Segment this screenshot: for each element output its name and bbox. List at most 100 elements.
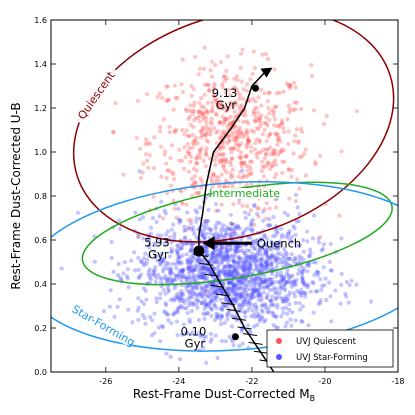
point-uvj-star-forming	[241, 264, 246, 269]
point-uvj-star-forming	[189, 248, 194, 253]
point-uvj-star-forming	[59, 266, 64, 271]
point-uvj-quiescent	[192, 109, 197, 114]
point-uvj-quiescent	[229, 133, 234, 138]
point-uvj-star-forming	[245, 299, 251, 305]
point-uvj-star-forming	[194, 210, 200, 215]
point-uvj-star-forming	[235, 243, 240, 248]
point-uvj-quiescent	[243, 174, 249, 179]
point-uvj-star-forming	[296, 218, 302, 224]
point-uvj-star-forming	[180, 274, 185, 279]
point-uvj-star-forming	[218, 288, 223, 293]
point-uvj-star-forming	[226, 281, 231, 286]
point-uvj-star-forming	[168, 270, 173, 275]
point-uvj-star-forming	[273, 245, 279, 251]
point-uvj-star-forming	[228, 269, 233, 274]
point-uvj-star-forming	[188, 260, 193, 265]
x-tick-label: -24	[172, 377, 185, 386]
point-uvj-quiescent	[239, 79, 244, 84]
point-uvj-star-forming	[286, 235, 291, 240]
point-uvj-quiescent	[226, 106, 231, 111]
point-uvj-quiescent	[288, 86, 293, 91]
point-uvj-star-forming	[256, 312, 261, 317]
point-uvj-quiescent	[296, 139, 301, 144]
point-uvj-star-forming	[248, 263, 254, 268]
point-uvj-star-forming	[180, 291, 185, 296]
point-uvj-quiescent	[201, 127, 206, 132]
point-uvj-star-forming	[190, 284, 195, 289]
point-uvj-star-forming	[252, 289, 257, 294]
point-uvj-quiescent	[220, 157, 225, 162]
point-uvj-quiescent	[194, 181, 199, 186]
point-uvj-star-forming	[271, 245, 277, 250]
point-uvj-star-forming	[286, 297, 291, 302]
point-uvj-star-forming	[190, 225, 195, 230]
point-uvj-star-forming	[154, 299, 159, 305]
point-uvj-quiescent	[248, 144, 254, 149]
point-uvj-star-forming	[264, 245, 270, 250]
point-uvj-quiescent	[237, 200, 242, 206]
point-uvj-quiescent	[286, 129, 291, 134]
point-uvj-quiescent	[256, 95, 261, 100]
point-uvj-star-forming	[175, 306, 180, 311]
point-uvj-star-forming	[210, 255, 215, 260]
point-uvj-star-forming	[263, 249, 269, 254]
point-uvj-star-forming	[219, 249, 224, 255]
point-uvj-star-forming	[287, 280, 292, 285]
point-uvj-star-forming	[203, 291, 208, 296]
point-uvj-star-forming	[152, 268, 157, 273]
point-uvj-quiescent	[186, 265, 191, 270]
point-uvj-quiescent	[134, 135, 139, 140]
point-uvj-star-forming	[191, 272, 196, 277]
point-uvj-star-forming	[292, 226, 297, 231]
point-uvj-star-forming	[224, 246, 229, 251]
point-uvj-star-forming	[213, 289, 218, 294]
point-uvj-star-forming	[206, 302, 211, 307]
point-uvj-star-forming	[271, 313, 276, 318]
point-uvj-star-forming	[205, 268, 210, 273]
point-uvj-star-forming	[223, 339, 228, 344]
point-uvj-quiescent	[272, 175, 277, 180]
point-uvj-star-forming	[181, 241, 186, 246]
point-uvj-star-forming	[227, 272, 232, 277]
point-uvj-star-forming	[284, 271, 290, 276]
point-uvj-quiescent	[197, 190, 202, 195]
point-uvj-star-forming	[199, 272, 204, 277]
point-uvj-star-forming	[249, 222, 254, 227]
point-uvj-star-forming	[270, 281, 275, 286]
point-uvj-star-forming	[144, 297, 149, 302]
point-uvj-star-forming	[257, 276, 262, 281]
point-uvj-quiescent	[237, 143, 242, 148]
point-uvj-star-forming	[235, 223, 240, 228]
point-uvj-star-forming	[254, 305, 259, 310]
point-uvj-star-forming	[201, 338, 206, 344]
point-uvj-star-forming	[285, 311, 290, 316]
point-uvj-quiescent	[275, 123, 280, 129]
point-uvj-star-forming	[229, 271, 234, 277]
point-uvj-star-forming	[235, 273, 240, 278]
point-uvj-star-forming	[209, 227, 214, 232]
point-uvj-star-forming	[175, 308, 180, 313]
point-uvj-star-forming	[216, 312, 221, 317]
point-uvj-star-forming	[269, 298, 274, 303]
point-uvj-quiescent	[313, 162, 318, 167]
point-uvj-star-forming	[229, 254, 234, 260]
point-uvj-star-forming	[282, 210, 287, 215]
point-uvj-star-forming	[242, 271, 247, 276]
point-uvj-quiescent	[269, 108, 275, 113]
point-uvj-star-forming	[344, 294, 349, 299]
point-uvj-star-forming	[253, 277, 258, 282]
point-uvj-quiescent	[145, 92, 150, 97]
point-uvj-quiescent	[172, 83, 177, 88]
point-uvj-star-forming	[222, 227, 227, 233]
point-uvj-quiescent	[229, 221, 234, 226]
point-uvj-quiescent	[268, 131, 273, 136]
point-uvj-star-forming	[180, 253, 185, 258]
point-uvj-star-forming	[112, 314, 117, 319]
point-uvj-star-forming	[262, 279, 267, 284]
point-uvj-quiescent	[164, 98, 169, 103]
point-uvj-star-forming	[201, 311, 206, 316]
point-uvj-star-forming	[200, 289, 205, 294]
point-uvj-star-forming	[255, 241, 260, 246]
point-uvj-star-forming	[254, 267, 259, 272]
point-uvj-quiescent	[236, 90, 241, 95]
